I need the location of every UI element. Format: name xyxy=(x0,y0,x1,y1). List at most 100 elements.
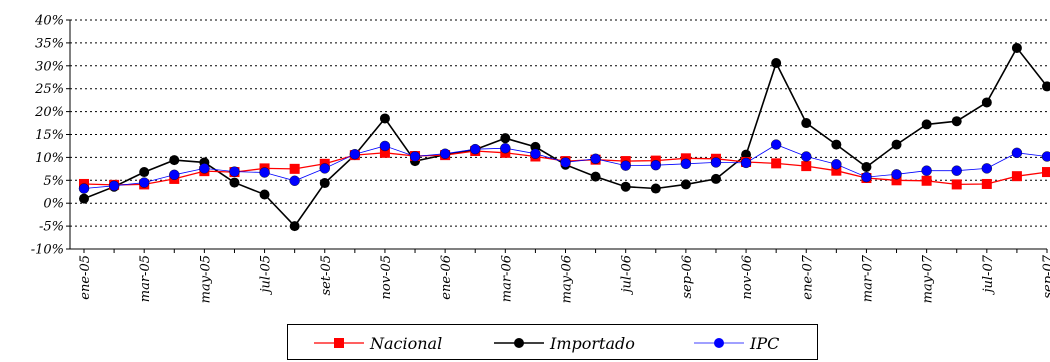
data-point xyxy=(710,157,722,168)
data-point xyxy=(139,167,150,178)
legend: Nacional Importado IPC xyxy=(287,324,818,360)
data-point xyxy=(1011,171,1022,182)
data-point xyxy=(801,118,812,129)
data-point xyxy=(530,148,541,159)
data-point xyxy=(740,157,752,169)
data-point xyxy=(770,139,782,150)
legend-swatch-ipc xyxy=(694,338,744,348)
x-tick-label: jul-05 xyxy=(259,255,274,296)
x-tick-label: jul-06 xyxy=(620,255,635,296)
data-point xyxy=(289,221,300,232)
data-point xyxy=(981,163,993,174)
data-point xyxy=(409,151,421,162)
data-point xyxy=(229,177,240,188)
data-point xyxy=(680,179,691,190)
data-point xyxy=(1042,81,1050,92)
x-tick-label: may-07 xyxy=(921,254,936,303)
data-point xyxy=(831,139,842,150)
x-tick-label: nov-05 xyxy=(379,255,394,299)
x-tick-label: ene-07 xyxy=(800,254,815,299)
data-point xyxy=(470,143,481,155)
data-point xyxy=(289,175,300,186)
y-tick-label: -5% xyxy=(39,220,64,235)
x-tick-label: mar-06 xyxy=(499,255,514,302)
data-point xyxy=(891,139,902,150)
x-axis-ticks: ene-05 mar-05 may-05 jul-05 set-05 nov-05 ene-… xyxy=(78,249,1050,303)
data-point xyxy=(620,181,631,192)
data-point xyxy=(169,169,180,181)
data-point xyxy=(861,162,872,173)
x-tick-label: may-06 xyxy=(560,255,575,303)
data-point xyxy=(921,119,932,130)
legend-item-importado: Importado xyxy=(494,325,635,361)
x-tick-label: set-05 xyxy=(319,255,334,296)
legend-swatch-nacional xyxy=(314,338,364,348)
x-tick-label: may-05 xyxy=(198,255,213,303)
data-point xyxy=(650,159,661,171)
x-tick-label: mar-07 xyxy=(860,254,875,302)
data-point xyxy=(590,153,601,164)
x-tick-label: ene-05 xyxy=(78,255,93,300)
data-point xyxy=(560,157,571,168)
data-point xyxy=(78,183,90,194)
x-tick-label: sep-07 xyxy=(1041,254,1050,298)
data-point xyxy=(169,155,180,166)
y-tick-label: 15% xyxy=(35,128,64,143)
y-tick-label: 35% xyxy=(35,36,64,51)
data-point xyxy=(1041,151,1050,162)
legend-swatch-importado xyxy=(494,338,544,348)
y-tick-label: 20% xyxy=(34,105,64,120)
data-point xyxy=(981,97,992,108)
data-point xyxy=(891,169,902,180)
legend-label-importado: Importado xyxy=(550,333,635,353)
data-point xyxy=(1011,147,1023,159)
data-point xyxy=(1011,42,1022,53)
data-point xyxy=(620,160,631,171)
x-tick-label: nov-06 xyxy=(740,255,755,299)
data-point xyxy=(379,140,391,152)
data-point xyxy=(319,163,330,174)
data-point xyxy=(1042,167,1050,178)
data-point xyxy=(379,113,390,124)
data-point xyxy=(500,133,511,144)
y-tick-label: 0% xyxy=(43,197,64,212)
data-point xyxy=(259,189,270,200)
y-tick-label: 25% xyxy=(34,82,64,97)
data-point xyxy=(289,163,300,174)
series-layer xyxy=(78,42,1050,232)
data-point xyxy=(259,167,270,178)
data-point xyxy=(861,171,872,183)
series-line-importado xyxy=(83,46,1048,228)
data-point xyxy=(439,148,451,159)
data-point xyxy=(680,158,692,170)
gridlines xyxy=(70,19,1047,227)
data-point xyxy=(590,171,601,182)
y-tick-label: 40% xyxy=(34,14,64,29)
line-chart: -10% -5% 0% 5% 10% 15% 20% 25% 30% 35% 40% ene-05 m… xyxy=(31,14,1050,303)
y-tick-label: 5% xyxy=(43,174,64,189)
legend-item-ipc: IPC xyxy=(694,325,779,361)
x-tick-label: jul-07 xyxy=(981,254,996,295)
y-tick-label: -10% xyxy=(31,243,64,258)
x-tick-label: sep-06 xyxy=(680,255,695,299)
y-axis-ticks: -10% -5% 0% 5% 10% 15% 20% 25% 30% 35% 40% xyxy=(31,14,70,258)
x-tick-label: mar-05 xyxy=(138,255,153,302)
data-point xyxy=(138,177,150,188)
series-ipc xyxy=(78,139,1050,194)
data-point xyxy=(771,58,782,69)
data-point xyxy=(921,165,932,176)
data-point xyxy=(771,158,782,169)
data-point xyxy=(349,148,361,160)
data-point xyxy=(680,153,691,164)
series-importado xyxy=(79,42,1050,232)
data-point xyxy=(199,163,210,174)
data-point xyxy=(801,151,812,162)
data-point xyxy=(891,175,902,186)
data-point xyxy=(801,161,812,172)
data-point xyxy=(831,159,842,170)
data-point xyxy=(951,165,962,176)
legend-item-nacional: Nacional xyxy=(314,325,442,361)
data-point xyxy=(379,147,390,158)
y-tick-label: 10% xyxy=(35,151,64,166)
legend-label-ipc: IPC xyxy=(750,333,780,353)
